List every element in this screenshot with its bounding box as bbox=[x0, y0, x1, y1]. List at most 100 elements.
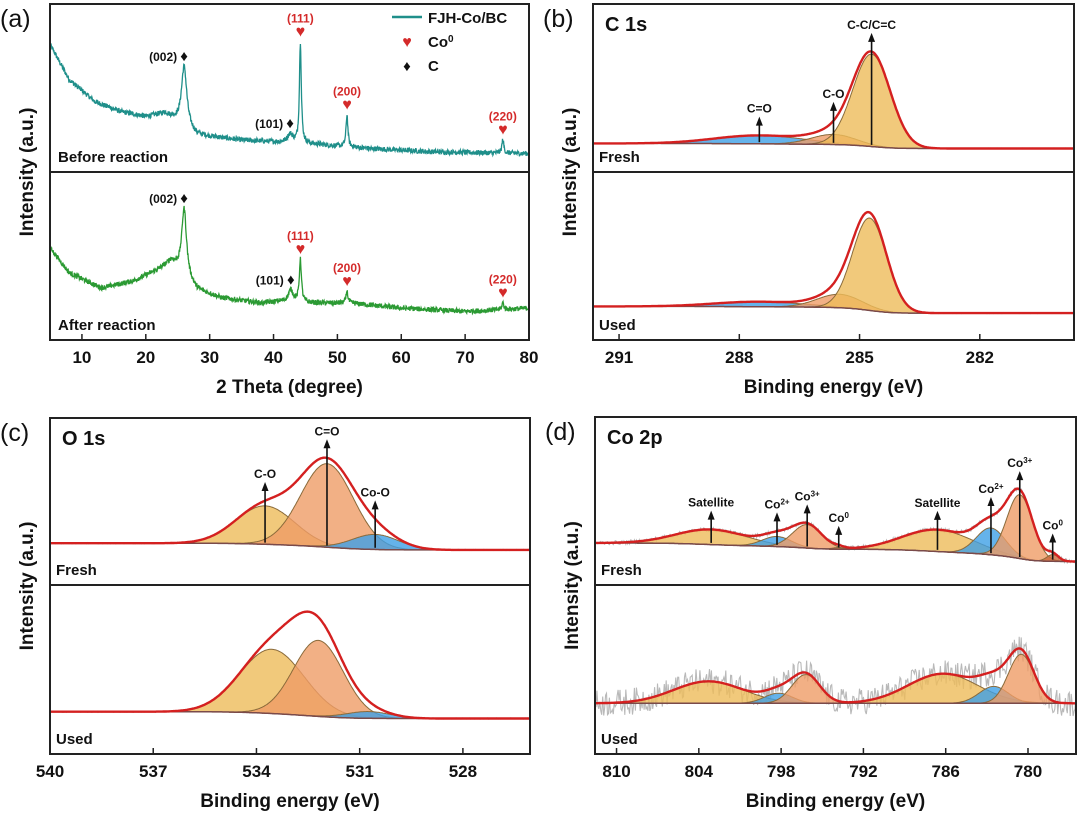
cobalt-heart-marker: ♥ bbox=[498, 285, 508, 302]
x-tick-label: 537 bbox=[139, 762, 167, 781]
legend-diamond-icon: ♦ bbox=[403, 58, 411, 75]
arrow-head-icon bbox=[830, 101, 837, 111]
x-tick-label: 50 bbox=[328, 348, 347, 367]
background-line bbox=[595, 542, 1076, 563]
arrow-head-icon bbox=[868, 32, 876, 42]
sample-label: After reaction bbox=[58, 317, 156, 334]
panel-title: Co 2p bbox=[607, 427, 663, 449]
x-tick-label: 70 bbox=[456, 348, 475, 367]
x-tick-label: 20 bbox=[136, 348, 155, 367]
plot-area bbox=[50, 456, 530, 720]
arrow-head-icon bbox=[707, 510, 715, 520]
peak-label: (111) bbox=[287, 12, 314, 26]
component-label: Co3+ bbox=[1007, 456, 1032, 471]
arrow-head-icon bbox=[755, 116, 763, 126]
plot-area bbox=[50, 43, 529, 316]
y-axis-title: Intensity (a.u.) bbox=[560, 108, 581, 237]
sample-label: Used bbox=[601, 731, 638, 748]
x-tick-label: 80 bbox=[520, 348, 539, 367]
peak-label: (220) bbox=[489, 110, 517, 124]
sample-label: Used bbox=[56, 731, 93, 748]
legend-heart-icon: ♥ bbox=[402, 34, 412, 51]
x-tick-label: 798 bbox=[767, 762, 795, 781]
component-label: Satellite bbox=[688, 496, 734, 510]
component-label: C-O bbox=[254, 467, 276, 481]
x-tick-label: 282 bbox=[966, 348, 994, 367]
component-label: Co2+ bbox=[764, 497, 789, 512]
component-label: Co0 bbox=[828, 510, 849, 525]
envelope-fit bbox=[595, 647, 1076, 705]
peak-label: (101) bbox=[256, 273, 284, 287]
component-label: C-C/C=C bbox=[847, 18, 896, 32]
arrow-head-icon bbox=[1049, 533, 1057, 543]
x-tick-label: 30 bbox=[200, 348, 219, 367]
x-axis-title: Binding energy (eV) bbox=[200, 791, 379, 812]
raw-spectrum bbox=[595, 636, 1076, 717]
legend-c-label: C bbox=[428, 58, 439, 75]
carbon-diamond-marker: ♦ bbox=[180, 48, 188, 65]
panel-letter: (d) bbox=[545, 418, 576, 446]
x-tick-label: 528 bbox=[449, 762, 477, 781]
arrow-head-icon bbox=[803, 504, 811, 514]
x-tick-label: 291 bbox=[605, 348, 633, 367]
sample-label: Before reaction bbox=[58, 149, 168, 166]
sample-label: Used bbox=[599, 317, 636, 334]
cobalt-heart-marker: ♥ bbox=[296, 241, 306, 258]
fit-component bbox=[593, 217, 1074, 314]
envelope-fit bbox=[50, 456, 530, 552]
arrow-head-icon bbox=[371, 500, 379, 510]
cobalt-heart-marker: ♥ bbox=[342, 273, 352, 290]
cobalt-heart-marker: ♥ bbox=[498, 122, 508, 139]
arrow-head-icon bbox=[773, 512, 781, 522]
panel-b: C=O C-O C-C/C=C Fresh Used C 1s 291 288 285 282 Bi… bbox=[543, 3, 1075, 398]
plot-area bbox=[595, 487, 1076, 717]
fit-component bbox=[50, 463, 530, 551]
x-tick-label: 60 bbox=[392, 348, 411, 367]
component-label: Co-O bbox=[360, 485, 389, 499]
fit-component bbox=[50, 639, 530, 719]
y-axis-title: Intensity (a.u.) bbox=[562, 521, 583, 650]
sample-label: Fresh bbox=[56, 562, 97, 579]
component-label: C=O bbox=[747, 102, 772, 116]
legend: FJH-Co/BC ♥ Co0 ♦ C bbox=[392, 10, 507, 75]
component-label: C-O bbox=[823, 87, 845, 101]
legend-series-label: FJH-Co/BC bbox=[428, 10, 507, 27]
x-tick-label: 531 bbox=[345, 762, 373, 781]
arrow-head-icon bbox=[323, 439, 331, 449]
x-axis-title: Binding energy (eV) bbox=[744, 377, 923, 398]
y-axis-title: Intensity (a.u.) bbox=[17, 108, 38, 237]
panel-d: Satellite Co2+ Co3+ Co0 Satellite Co2+ Co3+ Co0… bbox=[545, 416, 1077, 812]
component-label: Co2+ bbox=[978, 482, 1003, 497]
component-label: Co3+ bbox=[795, 489, 820, 504]
arrow-head-icon bbox=[261, 481, 269, 491]
carbon-diamond-marker: ♦ bbox=[286, 115, 294, 132]
peak-label: (200) bbox=[333, 85, 361, 99]
arrow-head-icon bbox=[987, 497, 995, 507]
panel-letter: (c) bbox=[0, 419, 29, 447]
envelope-fit bbox=[595, 487, 1076, 563]
component-label: C=O bbox=[314, 424, 339, 438]
x-tick-label: 534 bbox=[242, 762, 271, 781]
arrow-head-icon bbox=[933, 510, 941, 520]
component-label: Satellite bbox=[914, 496, 960, 510]
panel-letter: (a) bbox=[0, 5, 31, 33]
carbon-diamond-marker: ♦ bbox=[180, 190, 188, 207]
carbon-diamond-marker: ♦ bbox=[287, 271, 295, 288]
x-axis-title: Binding energy (eV) bbox=[746, 791, 925, 812]
x-tick-label: 285 bbox=[845, 348, 873, 367]
sample-label: Fresh bbox=[601, 562, 642, 579]
panel-letter: (b) bbox=[543, 5, 574, 33]
cobalt-heart-marker: ♥ bbox=[296, 24, 306, 41]
sample-label: Fresh bbox=[599, 149, 640, 166]
peak-label: (101) bbox=[255, 117, 283, 131]
panel-a: ♦(002)♦(101)♥(111)♥(200)♥(220)Before rea… bbox=[0, 3, 539, 398]
panel-title: O 1s bbox=[62, 428, 105, 450]
panel-c: C-O C=O Co-O Fresh Used O 1s 540 537 534 531 528 Bi… bbox=[0, 417, 531, 812]
cobalt-heart-marker: ♥ bbox=[342, 97, 352, 114]
x-tick-label: 804 bbox=[685, 762, 714, 781]
arrow-head-icon bbox=[1016, 471, 1024, 481]
peak-label: (002) bbox=[149, 192, 177, 206]
x-tick-label: 792 bbox=[849, 762, 877, 781]
xrd-curve-before bbox=[50, 43, 529, 158]
